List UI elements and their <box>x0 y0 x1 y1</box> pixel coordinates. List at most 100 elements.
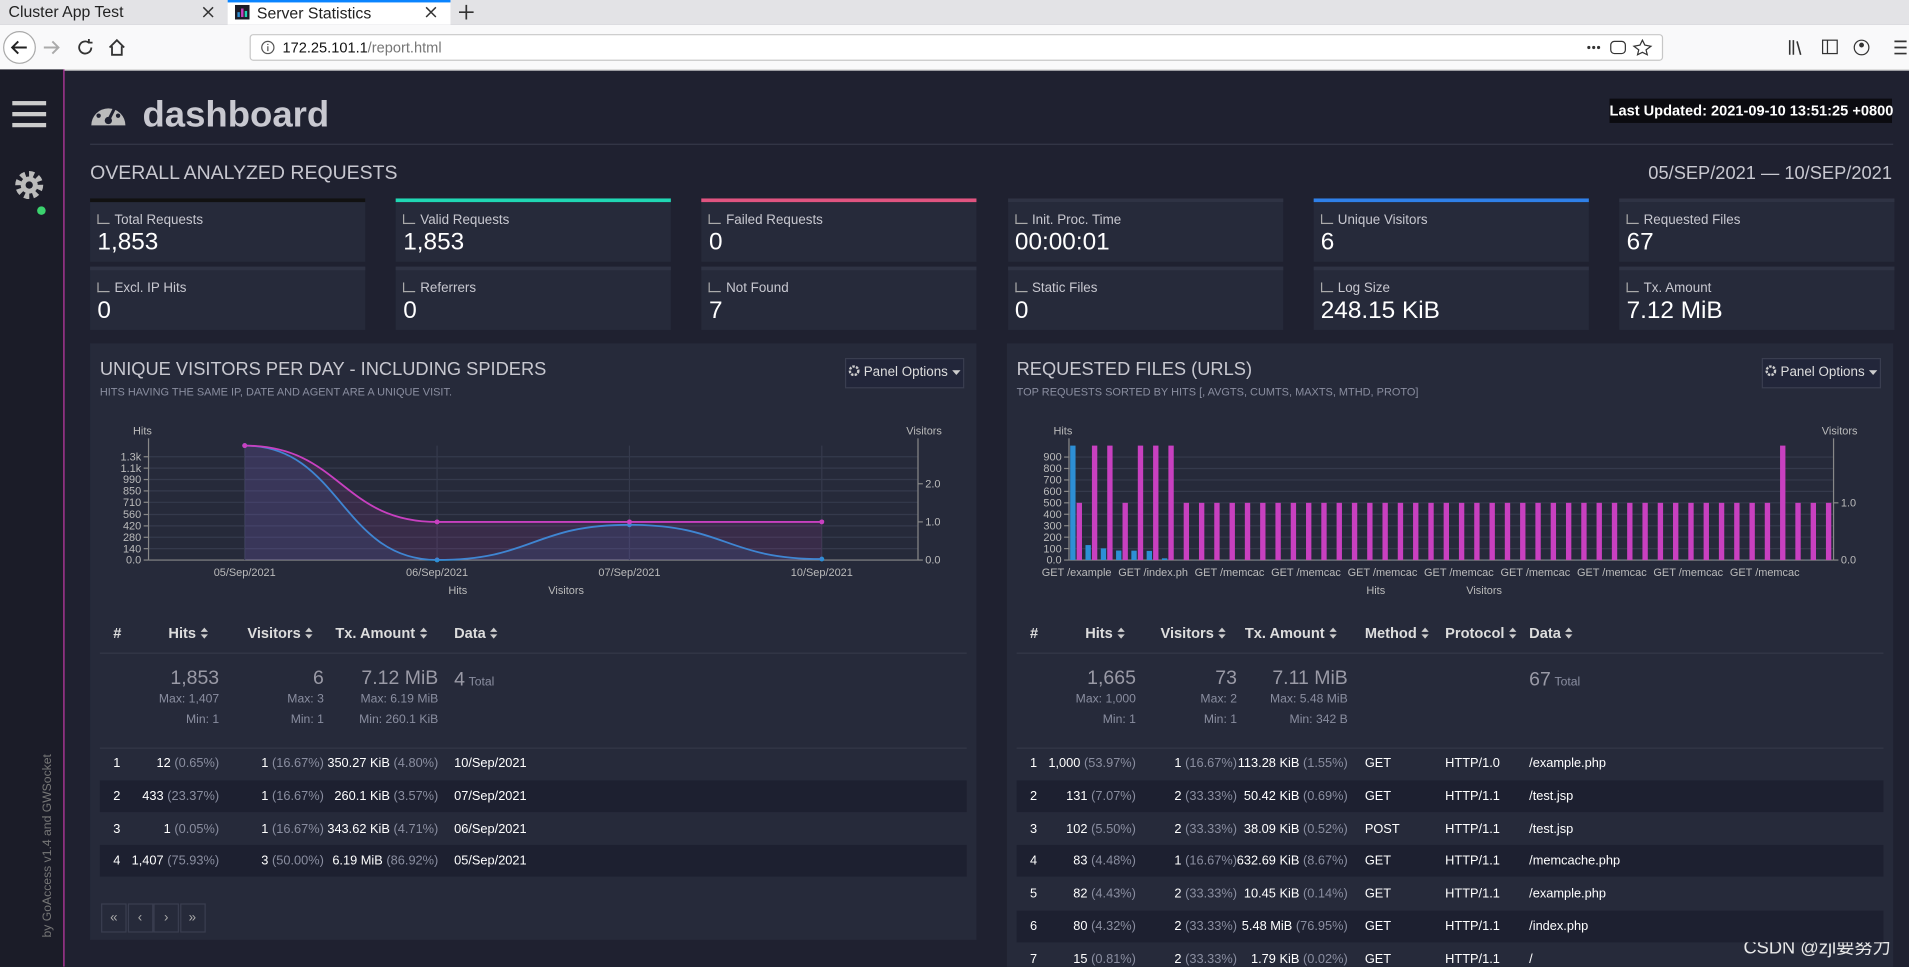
bar <box>1085 545 1091 561</box>
table-header[interactable]: Method <box>1365 625 1429 642</box>
summary-line: Min: 342 B <box>1289 713 1348 727</box>
sort-icon[interactable] <box>1420 627 1429 639</box>
panel-options-label: Panel Options <box>863 365 948 380</box>
y-axis-title: Hits <box>1053 426 1072 438</box>
header-text: # <box>1030 624 1039 642</box>
tab[interactable]: Cluster App Test <box>0 0 225 24</box>
close-icon[interactable] <box>425 6 437 18</box>
table-header[interactable]: Protocol <box>1445 625 1516 642</box>
cell-percent: (16.67%) <box>271 756 324 771</box>
table-header[interactable]: Tx. Amount <box>1245 625 1337 642</box>
header-text: Data <box>1529 624 1561 642</box>
cell-percent: (0.02%) <box>1303 951 1348 967</box>
table-cell: 2 <box>113 788 121 804</box>
y-tick-label: 280 <box>123 532 141 544</box>
metric-card: Valid Requests 1,853 <box>395 198 672 262</box>
cell-percent: (0.14%) <box>1303 886 1348 902</box>
pager-button[interactable]: ‹ <box>127 903 153 933</box>
metric-label-text: Log Size <box>1337 281 1390 296</box>
summary-line: Max: 5.48 MiB <box>1269 692 1348 707</box>
forward-button[interactable] <box>41 38 60 57</box>
bar <box>1581 502 1587 561</box>
pager-button[interactable]: » <box>179 903 206 933</box>
back-button[interactable] <box>2 30 36 64</box>
sort-icon[interactable] <box>304 627 313 639</box>
cell-percent: (33.33%) <box>1185 951 1237 967</box>
cell-value: 260.1 KiB <box>334 788 390 804</box>
chart-icon <box>709 282 722 293</box>
sidebar <box>0 69 65 967</box>
metric-label: Not Found <box>709 281 789 296</box>
table-cell: 350.27 KiB (4.80%) <box>327 756 438 771</box>
new-tab[interactable] <box>458 4 475 21</box>
url-bar[interactable]: 172.25.101.1 /report.html <box>249 34 1664 61</box>
y2-tick-label: 1.0 <box>925 517 940 529</box>
table-header[interactable]: Data <box>1529 625 1573 642</box>
cell-percent: (4.43%) <box>1091 886 1136 902</box>
metric-card: Failed Requests 0 <box>701 198 977 262</box>
reload-button[interactable] <box>75 38 94 57</box>
cell-percent: (23.37%) <box>167 788 220 804</box>
menu-icon[interactable] <box>12 100 47 129</box>
bar <box>1131 550 1137 561</box>
sort-icon[interactable] <box>1328 627 1337 639</box>
metric-value: 6 <box>1320 228 1335 256</box>
metric-value: 248.15 KiB <box>1320 297 1440 324</box>
cell-value: 102 <box>1066 821 1088 836</box>
header-text: Protocol <box>1445 624 1505 642</box>
metric-card: Referrers 0 <box>395 266 672 330</box>
metric-label-text: Failed Requests <box>726 213 823 228</box>
table-cell: HTTP/1.1 <box>1445 951 1500 967</box>
x-tick-label: GET /example <box>1042 567 1112 579</box>
cell-percent: (0.81%) <box>1091 951 1136 967</box>
table-header[interactable]: Tx. Amount <box>335 625 427 642</box>
home-button[interactable] <box>107 38 126 57</box>
sort-icon[interactable] <box>489 627 498 639</box>
bar <box>1489 502 1495 561</box>
line <box>244 444 822 561</box>
table-cell: 2 (33.33%) <box>1174 789 1237 804</box>
summary-line: 73 <box>1215 668 1237 690</box>
y-tick-label: 0.0 <box>1046 555 1061 567</box>
metric-label: Unique Visitors <box>1320 213 1428 228</box>
y-tick-label: 600 <box>1043 486 1061 498</box>
y-tick-label: 1.3k <box>121 451 142 463</box>
table-cell: 102 (5.50%) <box>1066 821 1136 836</box>
metric-label: Log Size <box>1320 281 1390 296</box>
panel-options[interactable]: Panel Options <box>1761 357 1882 389</box>
bar <box>1183 502 1190 561</box>
sort-icon[interactable] <box>1565 627 1574 639</box>
settings-icon[interactable] <box>12 168 49 217</box>
bar <box>1198 502 1205 561</box>
table-rule <box>99 652 967 654</box>
table-header[interactable]: Visitors <box>1161 625 1227 642</box>
page-actions[interactable] <box>1584 38 1657 56</box>
sort-icon[interactable] <box>1508 627 1517 639</box>
y-tick-label: 300 <box>1043 520 1061 532</box>
sort-icon[interactable] <box>1116 627 1125 639</box>
sort-icon[interactable] <box>1218 627 1227 639</box>
sort-icon[interactable] <box>200 627 209 639</box>
cell-percent: (5.50%) <box>1091 821 1136 836</box>
cell-value: 1 <box>1174 853 1182 869</box>
sort-icon[interactable] <box>419 627 428 639</box>
metric-label: Static Files <box>1014 281 1097 296</box>
header-text: Tx. Amount <box>335 624 416 642</box>
toolbar-icons[interactable] <box>1787 38 1909 57</box>
x-tick-label: 05/Sep/2021 <box>214 567 276 579</box>
bar <box>1413 502 1419 561</box>
pager-button[interactable]: « <box>101 903 127 933</box>
pager-button[interactable]: › <box>153 903 179 933</box>
point <box>627 519 632 525</box>
table-header[interactable]: Visitors <box>247 625 313 642</box>
cell-percent: (53.97%) <box>1084 756 1136 771</box>
table-header[interactable]: Data <box>454 625 498 642</box>
metric-value: 7.12 MiB <box>1626 297 1723 324</box>
tab-active[interactable]: Server Statistics <box>227 0 451 25</box>
tab-title: Server Statistics <box>256 3 372 22</box>
table-header[interactable]: Hits <box>1085 625 1125 642</box>
panel-options[interactable]: Panel Options <box>844 357 965 389</box>
table-cell: GET <box>1364 853 1392 869</box>
close-icon[interactable] <box>202 6 214 18</box>
table-header[interactable]: Hits <box>168 625 208 642</box>
